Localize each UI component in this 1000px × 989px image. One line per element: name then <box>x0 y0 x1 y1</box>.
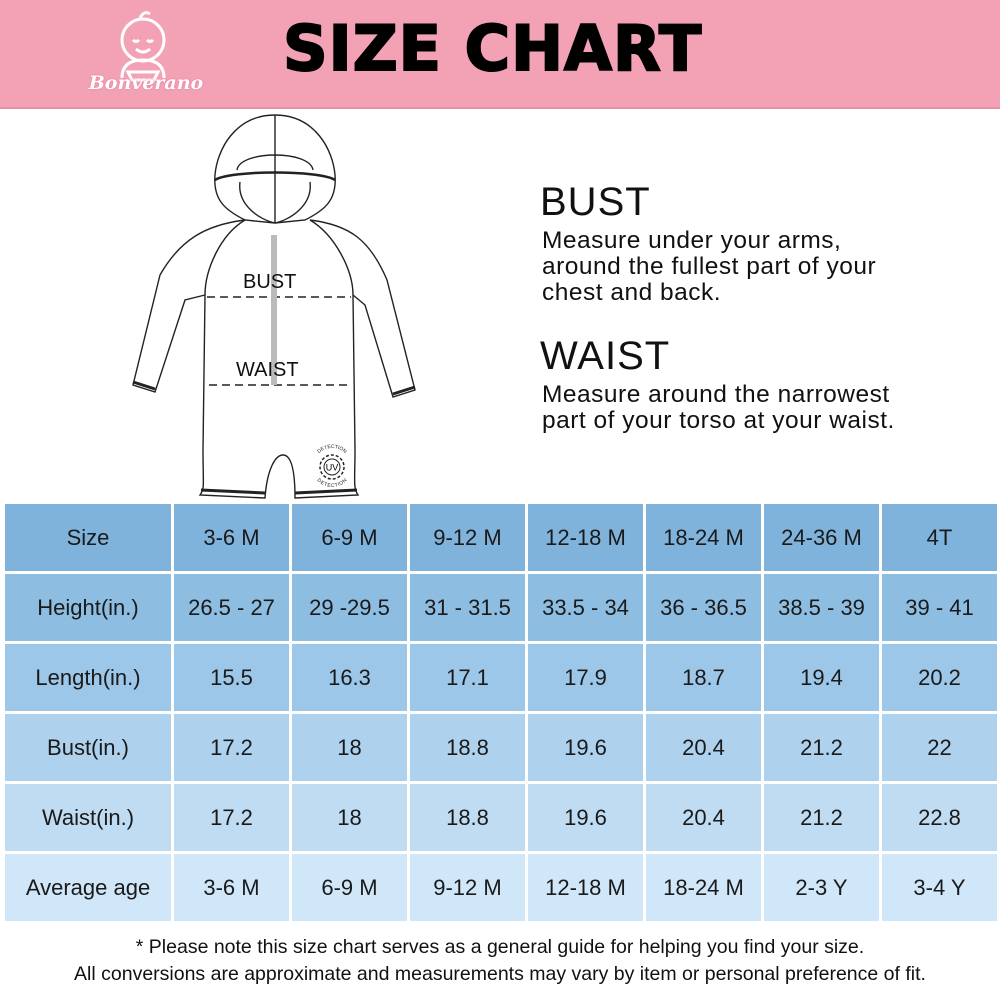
table-cell: 18 <box>292 784 407 851</box>
table-cell: 17.2 <box>174 784 289 851</box>
table-cell: 19.6 <box>528 784 643 851</box>
footnote-line-1: * Please note this size chart serves as … <box>135 936 865 958</box>
uv-badge-ring-text: DETECTION <box>316 477 349 489</box>
size-table: Size 3-6 M 6-9 M 9-12 M 12-18 M 18-24 M 24-36 … <box>2 501 1000 924</box>
table-cell: 22 <box>882 714 997 781</box>
table-row: Size 3-6 M 6-9 M 9-12 M 12-18 M 18-24 M 24-36 … <box>5 504 997 571</box>
table-cell: 20.2 <box>882 644 997 711</box>
table-cell: 18 <box>292 714 407 781</box>
page-title: SIZE CHART <box>282 12 703 85</box>
table-cell: 17.9 <box>528 644 643 711</box>
waist-description: Measure around the narrowest part of you… <box>542 382 895 434</box>
row-label: Average age <box>5 854 171 921</box>
table-cell: 12-18 M <box>528 854 643 921</box>
table-cell: 12-18 M <box>528 504 643 571</box>
table-cell: 3-6 M <box>174 854 289 921</box>
table-cell: 6-9 M <box>292 854 407 921</box>
romper-diagram: UV DETECTION DETECTION <box>132 114 416 499</box>
uv-badge-center: UV <box>326 463 339 473</box>
table-cell: 26.5 - 27 <box>174 574 289 641</box>
header-banner: Bonverano SIZE CHART <box>0 0 1000 109</box>
table-cell: 9-12 M <box>410 504 525 571</box>
table-cell: 18.7 <box>646 644 761 711</box>
uv-badge-ring-bottom: DETECTION <box>316 477 349 489</box>
table-cell: 18.8 <box>410 784 525 851</box>
table-cell: 39 - 41 <box>882 574 997 641</box>
table-cell: 21.2 <box>764 784 879 851</box>
table-cell: 20.4 <box>646 784 761 851</box>
row-label: Height(in.) <box>5 574 171 641</box>
table-row: Waist(in.) 17.2 18 18.8 19.6 20.4 21.2 22.8 <box>5 784 997 851</box>
waist-line: Measure around the narrowest <box>542 381 890 408</box>
table-cell: 24-36 M <box>764 504 879 571</box>
table-cell: 36 - 36.5 <box>646 574 761 641</box>
table-cell: 6-9 M <box>292 504 407 571</box>
zipper <box>271 235 277 385</box>
table-cell: 19.6 <box>528 714 643 781</box>
bust-line: chest and back. <box>542 279 722 306</box>
table-cell: 15.5 <box>174 644 289 711</box>
table-cell: 4T <box>882 504 997 571</box>
diagram-bust-label: BUST <box>243 271 297 293</box>
table-cell: 20.4 <box>646 714 761 781</box>
table-cell: 22.8 <box>882 784 997 851</box>
table-cell: 9-12 M <box>410 854 525 921</box>
table-cell: 33.5 - 34 <box>528 574 643 641</box>
uv-badge-ring-text: DETECTION <box>316 444 348 455</box>
uv-badge-ring-top: DETECTION <box>316 444 348 455</box>
table-row: Average age 3-6 M 6-9 M 9-12 M 12-18 M 18-24 … <box>5 854 997 921</box>
table-cell: 2-3 Y <box>764 854 879 921</box>
table-cell: 18-24 M <box>646 854 761 921</box>
uv-detection-icon: UV DETECTION DETECTION <box>316 444 349 489</box>
brand-logo-text: Bonverano <box>88 72 204 94</box>
waist-heading: WAIST <box>540 334 671 378</box>
table-cell: 31 - 31.5 <box>410 574 525 641</box>
table-cell: 29 -29.5 <box>292 574 407 641</box>
table-cell: 38.5 - 39 <box>764 574 879 641</box>
bust-heading: BUST <box>540 180 651 224</box>
bust-description: Measure under your arms, around the full… <box>542 228 876 306</box>
diagram-waist-label: WAIST <box>236 359 299 381</box>
table-cell: 21.2 <box>764 714 879 781</box>
table-row: Height(in.) 26.5 - 27 29 -29.5 31 - 31.5 33.… <box>5 574 997 641</box>
row-label: Waist(in.) <box>5 784 171 851</box>
row-label: Size <box>5 504 171 571</box>
bust-line: around the fullest part of your <box>542 253 877 280</box>
table-cell: 17.1 <box>410 644 525 711</box>
table-cell: 19.4 <box>764 644 879 711</box>
table-row: Length(in.) 15.5 16.3 17.1 17.9 18.7 19.4 20.2 <box>5 644 997 711</box>
table-cell: 18-24 M <box>646 504 761 571</box>
baby-logo-icon <box>120 11 166 82</box>
table-cell: 3-4 Y <box>882 854 997 921</box>
waist-line: part of your torso at your waist. <box>542 407 895 434</box>
table-row: Bust(in.) 17.2 18 18.8 19.6 20.4 21.2 22 <box>5 714 997 781</box>
row-label: Length(in.) <box>5 644 171 711</box>
row-label: Bust(in.) <box>5 714 171 781</box>
table-cell: 17.2 <box>174 714 289 781</box>
bust-line: Measure under your arms, <box>542 227 842 254</box>
table-cell: 16.3 <box>292 644 407 711</box>
footnote-line-2: All conversions are approximate and meas… <box>74 963 926 985</box>
table-cell: 3-6 M <box>174 504 289 571</box>
table-cell: 18.8 <box>410 714 525 781</box>
